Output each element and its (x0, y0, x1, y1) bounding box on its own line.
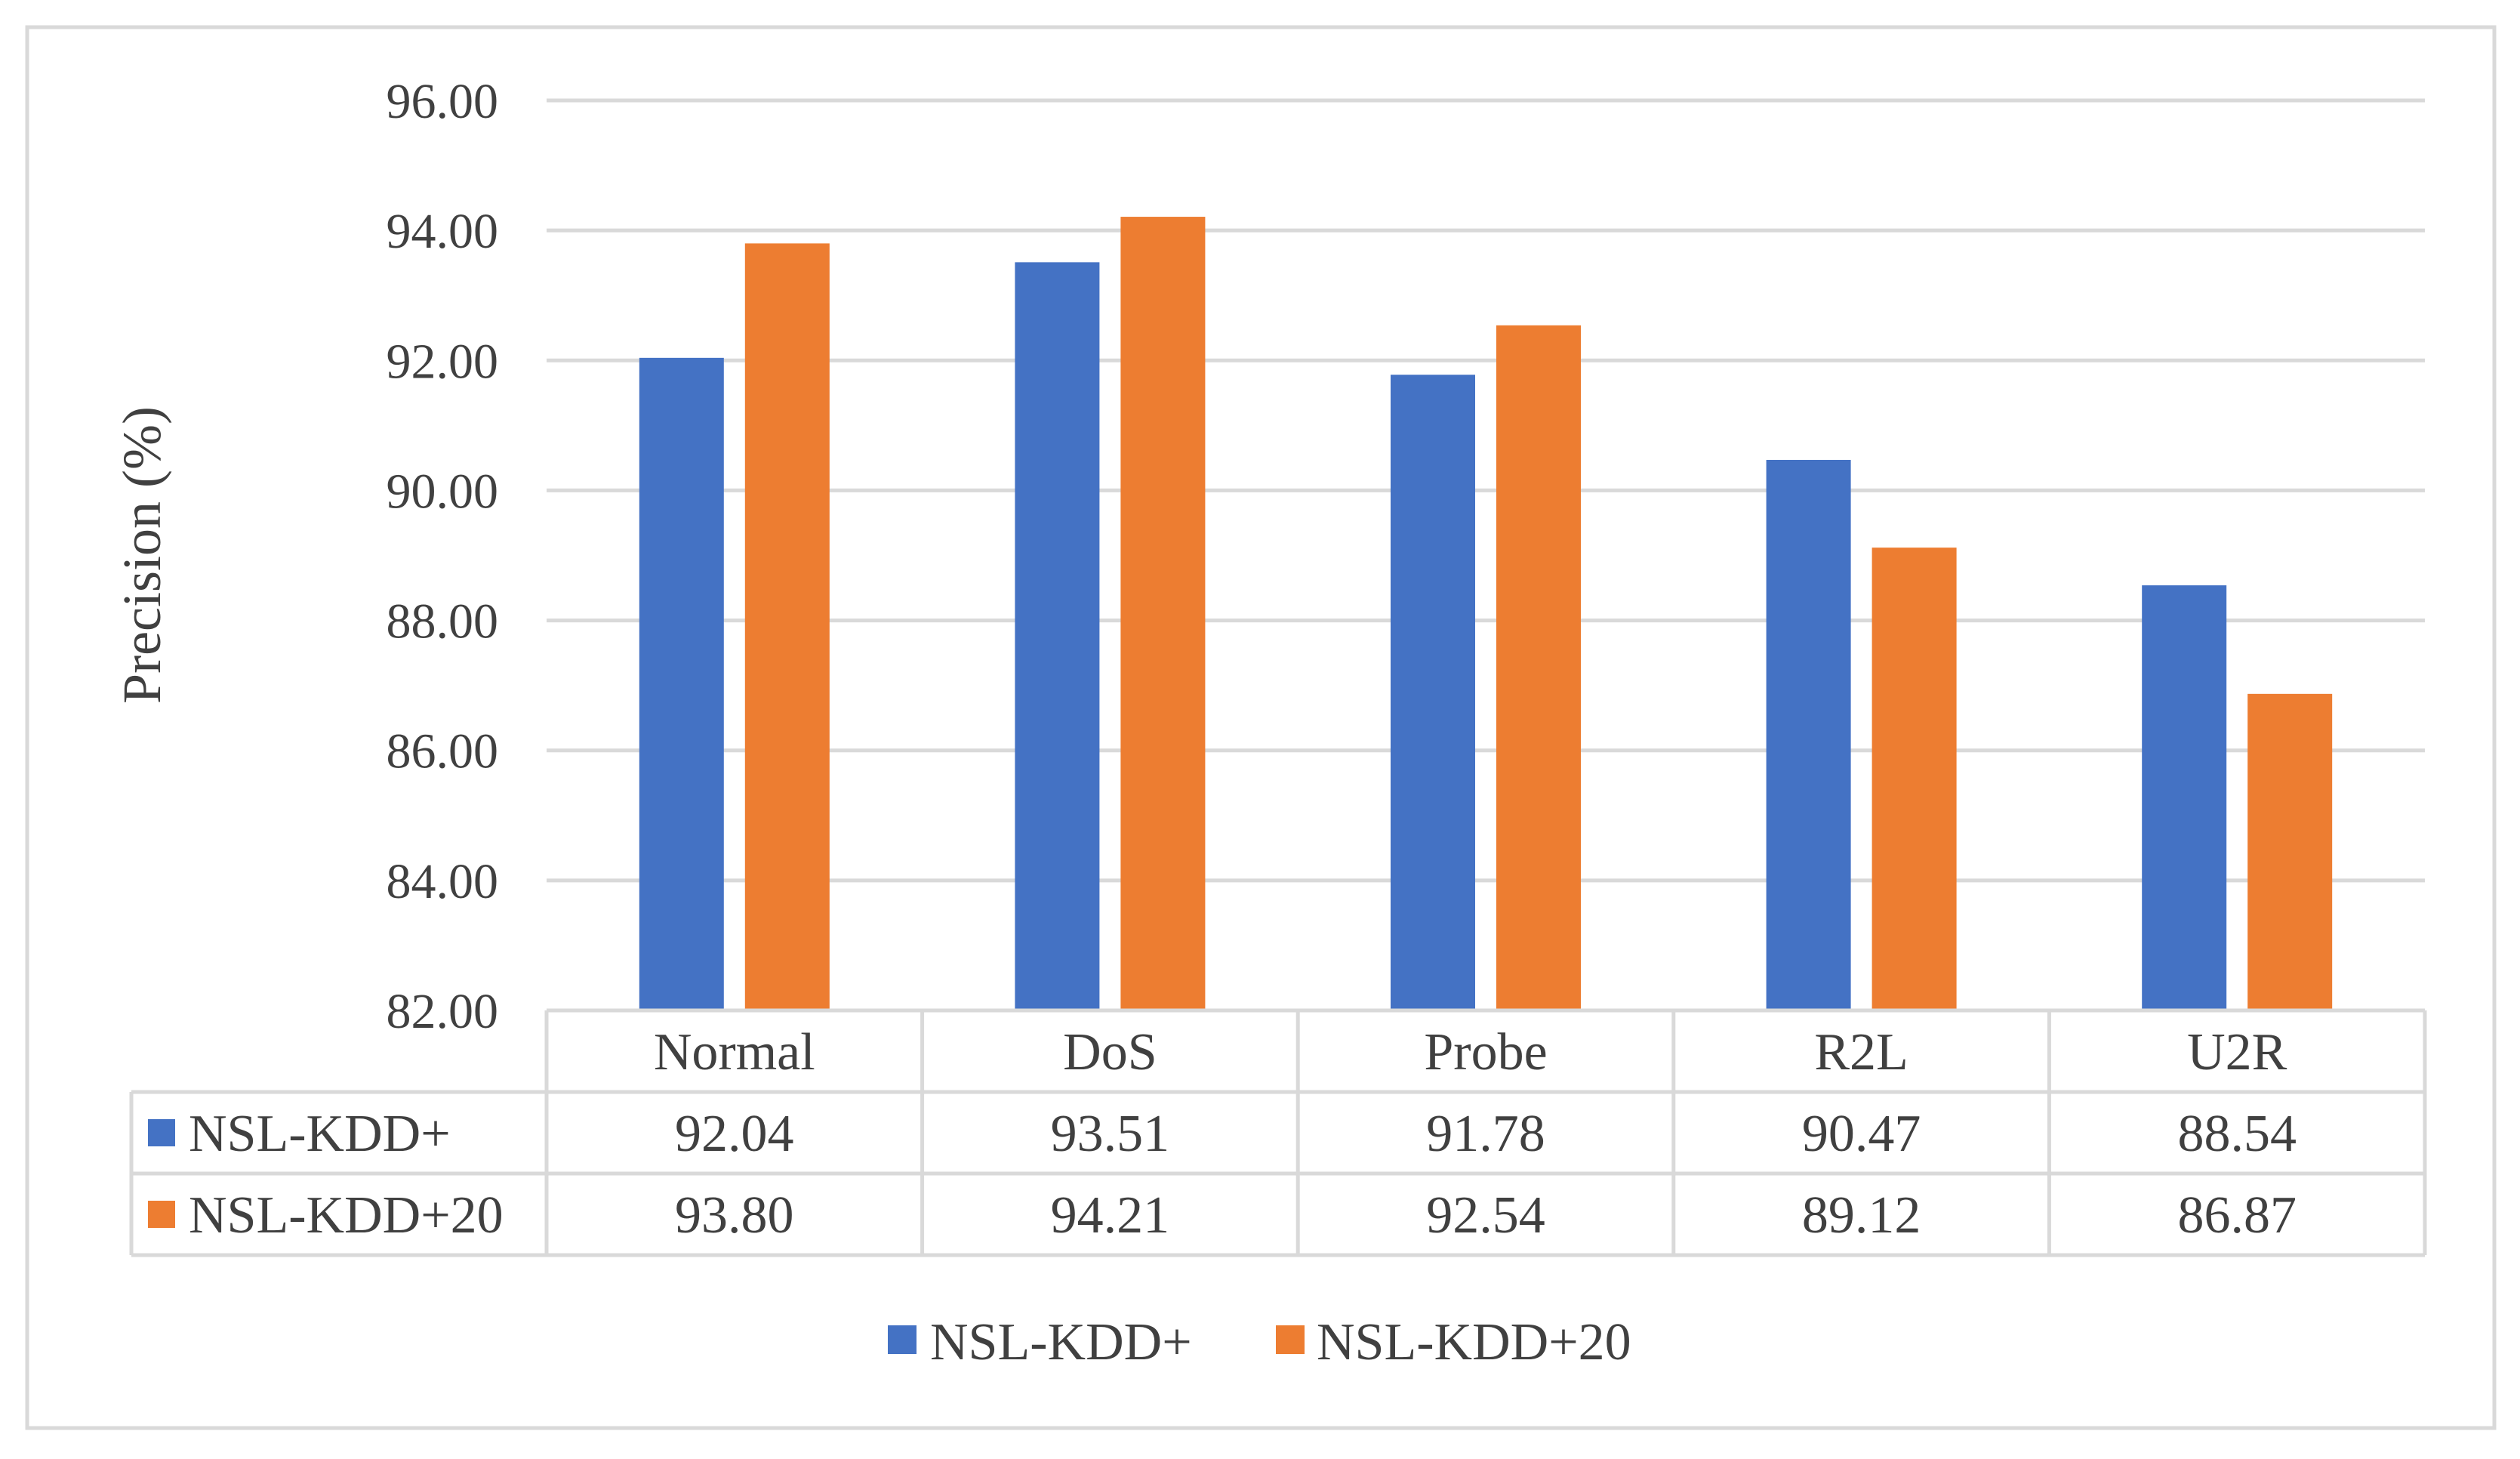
data-table-value: 90.47 (1802, 1105, 1921, 1163)
legend-marker (1276, 1325, 1305, 1354)
bar-nsl-kdd-plus-20-dos (1120, 217, 1206, 1010)
series-row-label: NSL-KDD+ (189, 1105, 451, 1163)
data-table-value: 91.78 (1426, 1105, 1545, 1163)
bars (639, 217, 2333, 1010)
data-table-value: 92.54 (1426, 1186, 1545, 1245)
y-tick-label: 84.00 (387, 854, 499, 909)
data-table-value: 88.54 (2177, 1105, 2297, 1163)
data-table-value: 93.51 (1051, 1105, 1170, 1163)
x-category-label: DoS (1063, 1023, 1157, 1081)
data-table-value: 92.04 (675, 1105, 794, 1163)
legend-label: NSL-KDD+20 (1317, 1313, 1631, 1371)
bar-nsl-kdd-plus-normal (639, 357, 724, 1010)
bar-nsl-kdd-plus-20-u2r (2247, 693, 2333, 1010)
x-category-label: Normal (654, 1023, 815, 1081)
bar-nsl-kdd-plus-20-probe (1496, 325, 1581, 1010)
bar-nsl-kdd-plus-u2r (2142, 585, 2227, 1010)
y-axis-title: Precision (%) (112, 406, 172, 704)
series-key-marker (148, 1119, 175, 1146)
data-table-value: 86.87 (2177, 1186, 2297, 1245)
data-table-value: 89.12 (1802, 1186, 1921, 1245)
y-tick-label: 96.00 (387, 74, 499, 129)
y-tick-label: 92.00 (387, 334, 499, 389)
y-tick-label: 94.00 (387, 204, 499, 259)
data-table: Normal DoS Probe R2L U2R NSL-KDD+ 92.04 93.51 91… (129, 1008, 2427, 1257)
data-table-value: 94.21 (1051, 1186, 1170, 1245)
y-tick-label: 86.00 (387, 724, 499, 779)
x-category-label: U2R (2187, 1023, 2287, 1081)
y-tick-label: 90.00 (387, 464, 499, 519)
chart-border (25, 25, 2497, 1430)
bar-nsl-kdd-plus-20-normal (744, 243, 830, 1010)
bar-nsl-kdd-plus-20-r2l (1872, 548, 1957, 1010)
legend: NSL-KDD+ NSL-KDD+20 (888, 1313, 1631, 1371)
legend-marker (888, 1325, 917, 1354)
y-axis-ticks: 82.00 84.00 86.00 88.00 90.00 92.00 94.00 96.00 (387, 74, 499, 1039)
bar-nsl-kdd-plus-r2l (1766, 459, 1851, 1010)
series-row-label: NSL-KDD+20 (189, 1186, 504, 1245)
x-category-label: Probe (1424, 1023, 1547, 1081)
x-category-label: R2L (1814, 1023, 1908, 1081)
bar-nsl-kdd-plus-probe (1391, 375, 1475, 1010)
data-table-value: 93.80 (675, 1186, 794, 1245)
y-tick-label: 88.00 (387, 594, 499, 649)
y-tick-label: 82.00 (387, 984, 499, 1039)
series-key-marker (148, 1201, 175, 1228)
bar-nsl-kdd-plus-dos (1015, 262, 1100, 1010)
legend-label: NSL-KDD+ (930, 1313, 1192, 1371)
